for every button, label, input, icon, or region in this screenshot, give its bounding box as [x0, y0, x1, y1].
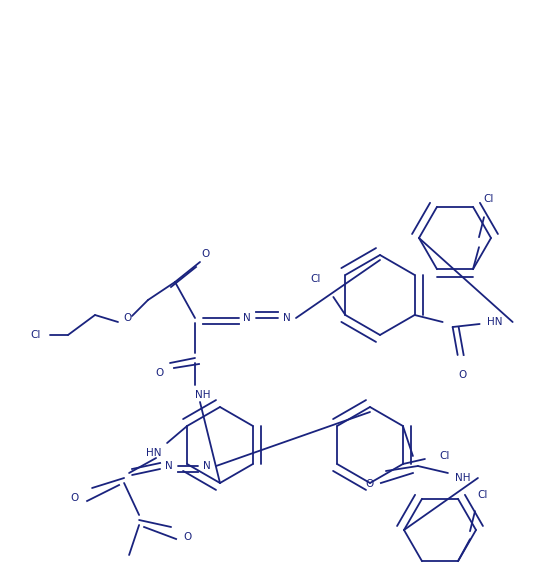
- Text: HN: HN: [487, 317, 503, 327]
- Text: O: O: [183, 532, 191, 542]
- Text: O: O: [201, 249, 209, 259]
- Text: N: N: [243, 313, 251, 323]
- Text: N: N: [165, 461, 173, 471]
- Text: Cl: Cl: [440, 451, 450, 461]
- Text: N: N: [283, 313, 291, 323]
- Text: Cl: Cl: [484, 194, 494, 204]
- Text: O: O: [366, 479, 374, 489]
- Text: O: O: [70, 493, 78, 503]
- Text: Cl: Cl: [478, 490, 488, 500]
- Text: Cl: Cl: [310, 274, 321, 284]
- Text: NH: NH: [455, 473, 470, 483]
- Text: HN: HN: [147, 448, 162, 458]
- Text: NH: NH: [195, 390, 211, 400]
- Text: O: O: [459, 370, 467, 380]
- Text: O: O: [156, 368, 164, 378]
- Text: O: O: [123, 313, 131, 323]
- Text: N: N: [203, 461, 211, 471]
- Text: Cl: Cl: [30, 330, 40, 340]
